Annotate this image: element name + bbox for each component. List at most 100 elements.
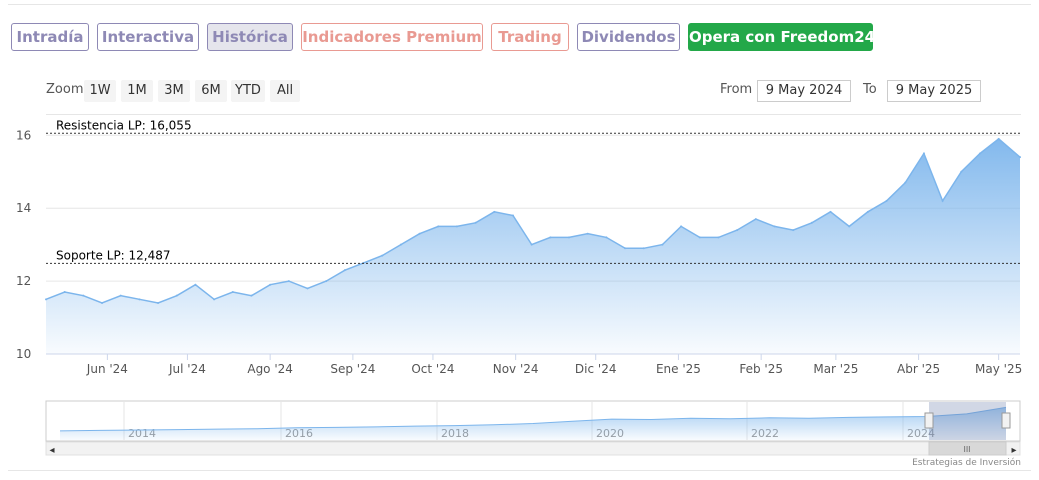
x-tick-label: Jul '24	[168, 362, 206, 376]
data-point	[493, 210, 496, 213]
data-point	[586, 232, 589, 235]
data-point	[605, 236, 608, 239]
data-point	[792, 229, 795, 232]
chart-credits[interactable]: Estrategias de Inversión	[912, 457, 1021, 468]
data-point	[848, 225, 851, 228]
bottom-divider	[8, 470, 1031, 471]
navigator[interactable]: 201420162018202020222024	[45, 400, 1021, 442]
x-tick-label: Ago '24	[247, 362, 293, 376]
scrollbar[interactable]: III ◂ ▸	[45, 441, 1021, 456]
data-point	[381, 254, 384, 257]
scrollbar-grip-icon: III	[963, 445, 970, 454]
data-point	[978, 152, 981, 155]
data-point	[325, 280, 328, 283]
data-point	[717, 236, 720, 239]
top-divider	[8, 4, 1031, 5]
data-point	[885, 199, 888, 202]
y-tick-label: 14	[16, 201, 31, 215]
y-tick-label: 16	[16, 128, 31, 142]
tab-dividendos[interactable]: Dividendos	[577, 23, 680, 51]
x-tick-label: Oct '24	[411, 362, 454, 376]
zoom-all-button[interactable]: All	[270, 80, 300, 102]
y-tick-label: 10	[16, 347, 31, 361]
zoom-6m-button[interactable]: 6M	[195, 80, 227, 102]
x-tick-label: Ene '25	[656, 362, 701, 376]
from-label: From	[720, 82, 753, 97]
data-point	[736, 229, 739, 232]
data-point	[250, 294, 253, 297]
data-point	[922, 152, 925, 155]
data-point	[63, 291, 66, 294]
tab-intradia[interactable]: Intradía	[11, 23, 89, 51]
data-point	[773, 225, 776, 228]
data-point	[568, 236, 571, 239]
data-point	[624, 247, 627, 250]
data-point	[829, 210, 832, 213]
x-tick-label: Sep '24	[330, 362, 375, 376]
zoom-3m-button[interactable]: 3M	[158, 80, 190, 102]
x-axis: Jun '24 Jul '24 Ago '24 Sep '24 Oct '24 Nov '…	[46, 353, 1022, 376]
to-date-input[interactable]: 9 May 2025	[887, 80, 981, 102]
data-point	[511, 214, 514, 217]
data-point	[661, 243, 664, 246]
zoom-ytd-button[interactable]: YTD	[231, 80, 265, 102]
y-tick-label: 12	[16, 274, 31, 288]
tab-historica[interactable]: Histórica	[207, 23, 293, 51]
navigator-line	[59, 406, 1007, 432]
x-tick-label: Mar '25	[813, 362, 858, 376]
data-point	[680, 225, 683, 228]
data-point	[437, 225, 440, 228]
tab-opera-freedom24[interactable]: Opera con Freedom24	[688, 23, 875, 51]
reference-line-label: Soporte LP: 12,487	[56, 248, 171, 262]
scrollbar-track[interactable]	[45, 441, 1021, 456]
data-point	[82, 294, 85, 297]
data-point	[399, 243, 402, 246]
data-point	[997, 137, 1000, 140]
data-point	[698, 236, 701, 239]
data-point	[530, 243, 533, 246]
zoom-1m-button[interactable]: 1M	[121, 80, 153, 102]
reference-lines: Resistencia LP: 16,055 Soporte LP: 12,487	[46, 118, 1020, 264]
x-tick-label: Feb '25	[739, 362, 783, 376]
scroll-left-arrow-icon[interactable]: ◂	[49, 445, 54, 456]
tab-trading[interactable]: Trading	[491, 23, 569, 51]
data-point	[157, 301, 160, 304]
scrollbar-thumb[interactable]	[928, 441, 1007, 456]
data-point	[175, 294, 178, 297]
data-point	[213, 298, 216, 301]
data-point	[941, 199, 944, 202]
data-point	[101, 301, 104, 304]
data-point	[904, 181, 907, 184]
data-point	[343, 269, 346, 272]
tab-indicadores-premium[interactable]: Indicadores Premium	[301, 23, 483, 51]
data-point	[474, 221, 477, 224]
data-point	[455, 225, 458, 228]
data-point	[287, 280, 290, 283]
zoom-1w-button[interactable]: 1W	[84, 80, 116, 102]
data-point	[269, 283, 272, 286]
from-date-input[interactable]: 9 May 2024	[757, 80, 851, 102]
toolbar-divider	[46, 114, 1021, 115]
navigator-selection[interactable]	[929, 402, 1006, 440]
navigator-left-handle[interactable]	[924, 412, 934, 429]
scroll-right-arrow-icon[interactable]: ▸	[1011, 445, 1016, 456]
data-point	[866, 210, 869, 213]
data-point	[138, 298, 141, 301]
data-point	[306, 287, 309, 290]
y-axis: 10 12 14 16	[16, 128, 31, 361]
data-point	[45, 298, 47, 301]
x-tick-label: May '25	[975, 362, 1022, 376]
tab-interactiva[interactable]: Interactiva	[97, 23, 199, 51]
x-tick-label: Jun '24	[86, 362, 128, 376]
navigator-right-handle[interactable]	[1001, 412, 1011, 429]
data-point	[194, 283, 197, 286]
x-tick-label: Abr '25	[897, 362, 940, 376]
data-point	[1019, 156, 1021, 159]
zoom-label: Zoom	[46, 82, 84, 97]
reference-line-label: Resistencia LP: 16,055	[56, 118, 192, 132]
price-area	[46, 138, 1020, 354]
data-points	[45, 137, 1021, 304]
data-point	[549, 236, 552, 239]
data-point	[119, 294, 122, 297]
